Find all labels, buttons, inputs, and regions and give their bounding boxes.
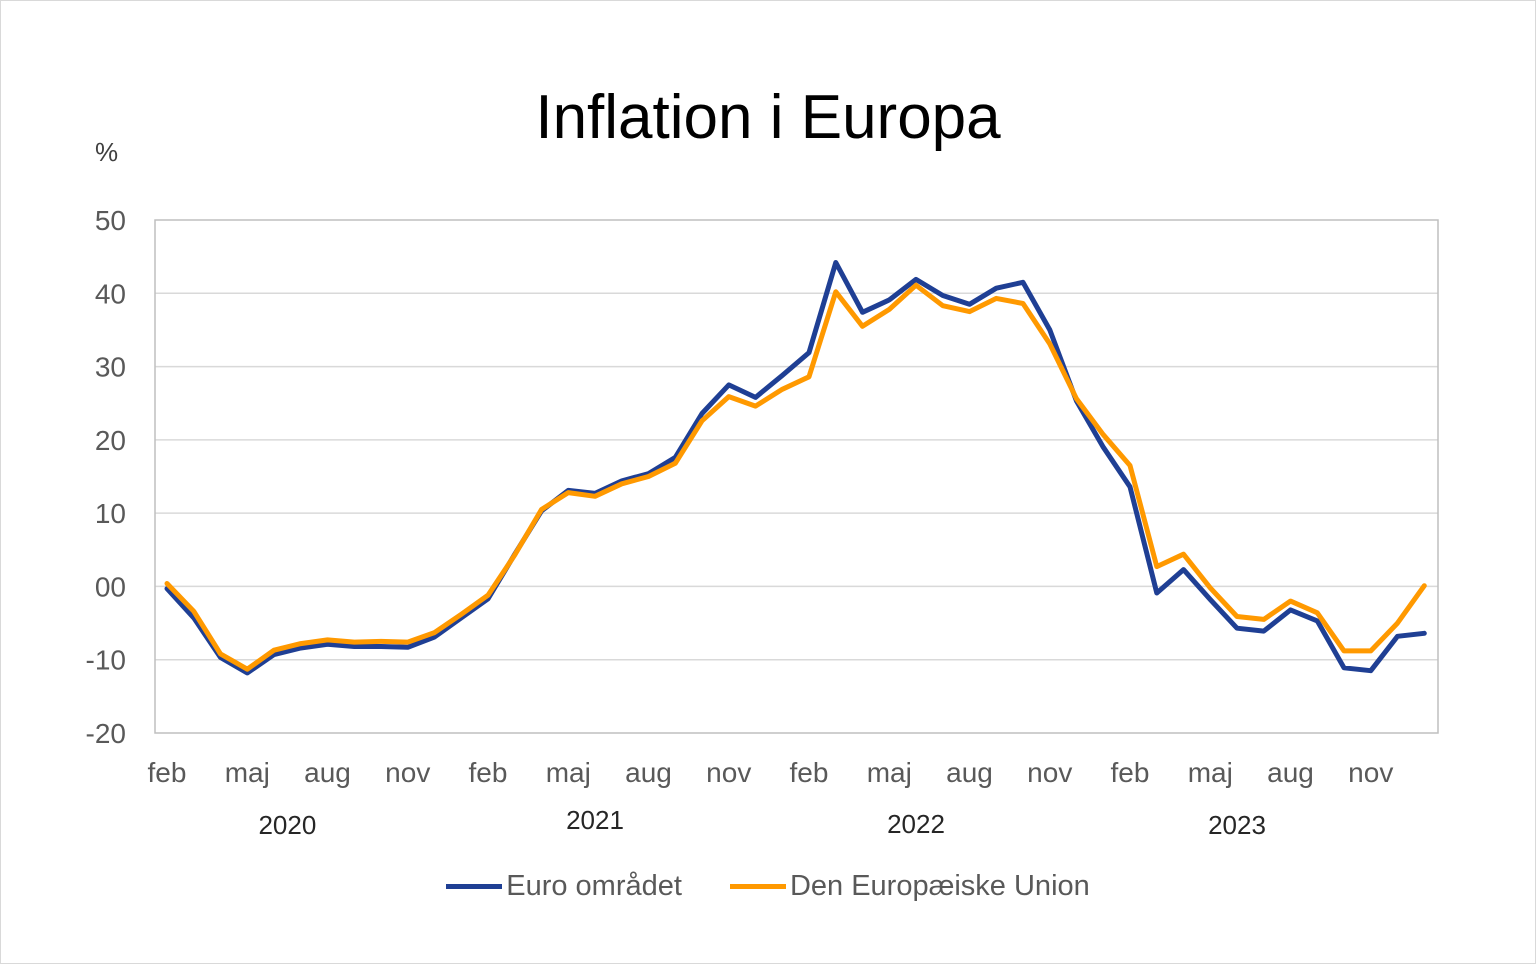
x-tick-label: maj — [546, 757, 591, 788]
x-tick-label: feb — [469, 757, 508, 788]
x-year-label: 2021 — [566, 805, 624, 835]
x-year-label: 2022 — [887, 809, 945, 839]
x-tick-label: maj — [225, 757, 270, 788]
series-line-euro-omradet — [164, 260, 1427, 676]
legend: Euro området Den Europæiske Union — [0, 870, 1536, 903]
y-tick-label: 20 — [95, 425, 126, 456]
x-tick-label: aug — [946, 757, 993, 788]
x-tick-label: feb — [790, 757, 829, 788]
plot-area-border — [154, 219, 1439, 734]
legend-label-euro: Euro området — [506, 870, 682, 902]
legend-swatch-euro — [446, 884, 503, 889]
grid-lines — [155, 292, 1438, 661]
series-lines — [164, 260, 1427, 676]
y-tick-label: 40 — [95, 278, 126, 309]
legend-label-eu: Den Europæiske Union — [789, 870, 1090, 902]
x-tick-label: aug — [625, 757, 672, 788]
chart-title: Inflation i Europa — [535, 83, 1001, 152]
series-line-den-europaeiske-union — [164, 282, 1427, 672]
x-tick-label: feb — [1111, 757, 1150, 788]
x-year-label: 2023 — [1208, 810, 1266, 840]
x-tick-label: feb — [148, 757, 187, 788]
y-tick-label: 50 — [95, 205, 126, 236]
x-tick-label: maj — [867, 757, 912, 788]
y-axis-unit-label: % — [95, 137, 119, 167]
x-tick-labels: feb maj aug nov feb maj aug nov feb maj aug nov feb m… — [148, 757, 1394, 788]
x-tick-label: aug — [304, 757, 351, 788]
x-tick-label: nov — [1348, 757, 1393, 788]
x-year-label: 2020 — [258, 810, 316, 840]
x-tick-label: nov — [1027, 757, 1072, 788]
y-tick-label: -20 — [86, 718, 126, 749]
y-tick-label: 30 — [95, 352, 126, 383]
y-tick-label: 00 — [95, 571, 126, 602]
x-tick-label: maj — [1188, 757, 1233, 788]
legend-item-euro: Euro området — [446, 870, 682, 903]
x-tick-label: nov — [385, 757, 430, 788]
x-year-labels: 2020 2021 2022 2023 — [258, 805, 1265, 840]
y-tick-label: -10 — [86, 645, 126, 676]
legend-item-eu: Den Europæiske Union — [729, 870, 1090, 903]
x-tick-label: nov — [706, 757, 751, 788]
legend-swatch-eu — [729, 884, 786, 889]
y-tick-label: 10 — [95, 498, 126, 529]
x-tick-label: aug — [1267, 757, 1314, 788]
y-tick-labels: -20 -10 00 10 20 30 40 50 — [86, 205, 126, 749]
